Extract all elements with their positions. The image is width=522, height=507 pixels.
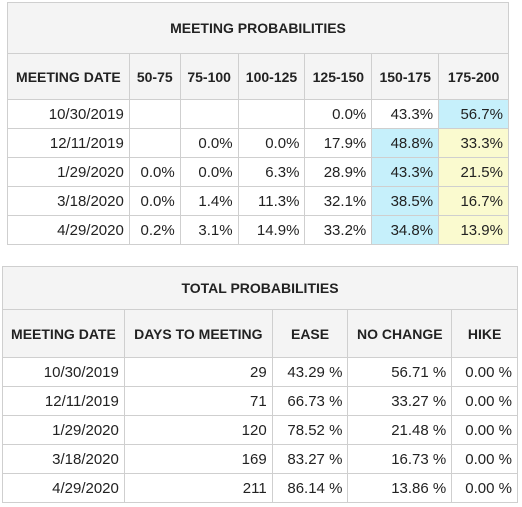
probability-cell (128, 99, 181, 129)
probability-cell-current: 16.7% (438, 186, 509, 216)
probability-cell (128, 128, 181, 158)
probability-cell-highlighted: 38.5% (371, 186, 440, 216)
probability-cell (237, 99, 306, 129)
column-header-days-to-meeting: DAYS TO MEETING (123, 309, 273, 358)
hike-cell: 0.00 % (451, 444, 518, 474)
meeting-date-cell: 12/11/2019 (7, 128, 130, 158)
table-row: 3/18/2020 0.0% 1.4% 11.3% 32.1% 38.5% 16… (7, 186, 509, 216)
probability-cell: 1.4% (179, 186, 239, 216)
meeting-date-cell: 10/30/2019 (2, 357, 125, 387)
probability-cell (179, 99, 239, 129)
meeting-probabilities-table: MEETING PROBABILITIES MEETING DATE 50-75… (7, 2, 509, 245)
ease-cell: 43.29 % (271, 357, 349, 387)
probability-cell-highlighted: 56.7% (438, 99, 509, 129)
table-row: 3/18/2020 169 83.27 % 16.73 % 0.00 % (2, 444, 518, 474)
probability-cell: 11.3% (237, 186, 306, 216)
days-to-meeting-cell: 29 (123, 357, 273, 387)
table-row: 4/29/2020 0.2% 3.1% 14.9% 33.2% 34.8% 13… (7, 215, 509, 245)
probability-cell: 6.3% (237, 157, 306, 187)
no-change-cell: 56.71 % (347, 357, 453, 387)
no-change-cell: 21.48 % (347, 415, 453, 445)
probability-cell: 28.9% (304, 157, 373, 187)
probability-cell: 0.0% (128, 186, 181, 216)
probability-cell-highlighted: 34.8% (371, 215, 440, 245)
probability-cell: 32.1% (304, 186, 373, 216)
probability-cell-highlighted: 43.3% (371, 157, 440, 187)
meeting-date-cell: 12/11/2019 (2, 386, 125, 416)
table-row: 1/29/2020 120 78.52 % 21.48 % 0.00 % (2, 415, 518, 445)
hike-cell: 0.00 % (451, 386, 518, 416)
days-to-meeting-cell: 211 (123, 473, 273, 503)
probability-cell: 43.3% (371, 99, 440, 129)
table-row: 10/30/2019 29 43.29 % 56.71 % 0.00 % (2, 357, 518, 387)
ease-cell: 83.27 % (271, 444, 349, 474)
table-row: 1/29/2020 0.0% 0.0% 6.3% 28.9% 43.3% 21.… (7, 157, 509, 187)
ease-cell: 78.52 % (271, 415, 349, 445)
probability-cell: 0.0% (179, 157, 239, 187)
meeting-date-cell: 4/29/2020 (2, 473, 125, 503)
column-header-125-150: 125-150 (304, 53, 373, 100)
probability-cell-current: 33.3% (438, 128, 509, 158)
probability-cell: 0.0% (128, 157, 181, 187)
column-header-175-200: 175-200 (438, 53, 509, 100)
column-header-50-75: 50-75 (128, 53, 181, 100)
probability-cell: 3.1% (179, 215, 239, 245)
no-change-cell: 16.73 % (347, 444, 453, 474)
probability-cell: 0.2% (128, 215, 181, 245)
table-row: 10/30/2019 0.0% 43.3% 56.7% (7, 99, 509, 129)
total-probabilities-table: TOTAL PROBABILITIES MEETING DATE DAYS TO… (2, 266, 518, 503)
no-change-cell: 13.86 % (347, 473, 453, 503)
meeting-date-cell: 3/18/2020 (7, 186, 130, 216)
column-header-150-175: 150-175 (371, 53, 440, 100)
probability-cell-highlighted: 48.8% (371, 128, 440, 158)
column-header-75-100: 75-100 (179, 53, 239, 100)
probability-cell: 0.0% (304, 99, 373, 129)
table-row: 4/29/2020 211 86.14 % 13.86 % 0.00 % (2, 473, 518, 503)
meeting-date-cell: 1/29/2020 (2, 415, 125, 445)
probability-cell-current: 13.9% (438, 215, 509, 245)
probability-cell: 17.9% (304, 128, 373, 158)
hike-cell: 0.00 % (451, 357, 518, 387)
total-probabilities-title: TOTAL PROBABILITIES (2, 266, 518, 310)
meeting-date-cell: 3/18/2020 (2, 444, 125, 474)
probability-cell: 0.0% (179, 128, 239, 158)
hike-cell: 0.00 % (451, 415, 518, 445)
probability-cell: 14.9% (237, 215, 306, 245)
meeting-date-cell: 1/29/2020 (7, 157, 130, 187)
probability-cell: 33.2% (304, 215, 373, 245)
meeting-date-cell: 10/30/2019 (7, 99, 130, 129)
table-row: 12/11/2019 0.0% 0.0% 17.9% 48.8% 33.3% (7, 128, 509, 158)
column-header-hike: HIKE (451, 309, 518, 358)
probability-cell-current: 21.5% (438, 157, 509, 187)
column-header-meeting-date: MEETING DATE (7, 53, 130, 100)
column-header-ease: EASE (271, 309, 349, 358)
probability-cell: 0.0% (237, 128, 306, 158)
meeting-date-cell: 4/29/2020 (7, 215, 130, 245)
hike-cell: 0.00 % (451, 473, 518, 503)
table-row: 12/11/2019 71 66.73 % 33.27 % 0.00 % (2, 386, 518, 416)
column-header-meeting-date: MEETING DATE (2, 309, 125, 358)
column-header-100-125: 100-125 (237, 53, 306, 100)
days-to-meeting-cell: 71 (123, 386, 273, 416)
meeting-probabilities-title: MEETING PROBABILITIES (7, 2, 509, 54)
no-change-cell: 33.27 % (347, 386, 453, 416)
days-to-meeting-cell: 169 (123, 444, 273, 474)
ease-cell: 66.73 % (271, 386, 349, 416)
column-header-no-change: NO CHANGE (347, 309, 453, 358)
ease-cell: 86.14 % (271, 473, 349, 503)
days-to-meeting-cell: 120 (123, 415, 273, 445)
